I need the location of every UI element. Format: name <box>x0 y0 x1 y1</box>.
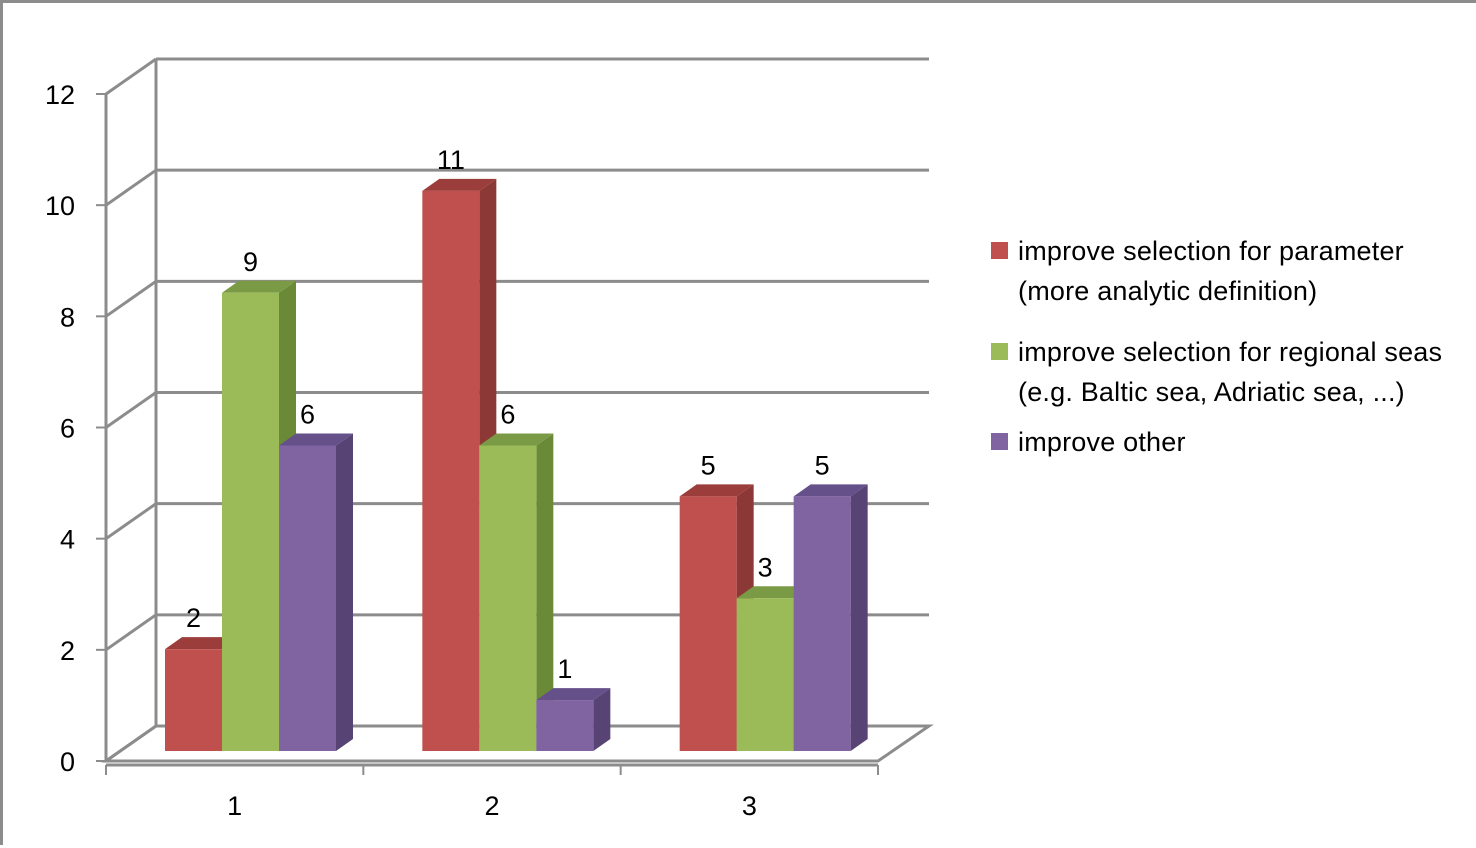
gridline-diagonal <box>105 57 157 96</box>
bar <box>736 598 794 751</box>
x-tick-label: 2 <box>484 791 499 821</box>
legend-label-other: improve other <box>1018 427 1186 457</box>
gridline-diagonal <box>105 168 157 207</box>
y-tick-label: 4 <box>60 525 75 555</box>
y-tick-label: 2 <box>60 636 75 666</box>
data-label: 5 <box>815 450 830 480</box>
data-label: 9 <box>243 247 258 277</box>
bar-top <box>279 433 353 446</box>
gridline-diagonal <box>105 280 157 318</box>
data-label: 1 <box>557 654 572 684</box>
legend-swatch-regional-seas <box>991 343 1008 360</box>
data-label: 11 <box>437 145 465 175</box>
bar <box>165 649 222 751</box>
data-label: 2 <box>186 603 201 633</box>
bar <box>279 445 336 751</box>
data-label: 6 <box>300 400 315 430</box>
bar <box>679 496 737 751</box>
gridline-diagonal <box>105 502 157 540</box>
x-tick-label: 3 <box>742 791 757 821</box>
gridline-diagonal <box>105 613 157 652</box>
legend-item-regional-seas: improve selection for regional seas (e.g… <box>991 332 1471 412</box>
y-tick-label: 12 <box>45 80 75 110</box>
legend-label-regional-seas: improve selection for regional seas (e.g… <box>1018 337 1443 407</box>
bar <box>422 190 480 751</box>
bar-top <box>222 280 296 293</box>
bar-top <box>736 586 811 599</box>
bar <box>536 700 594 751</box>
bar <box>222 292 279 751</box>
y-tick-label: 0 <box>60 747 75 777</box>
bar-side <box>850 484 868 751</box>
data-label: 3 <box>758 552 773 582</box>
bar-side <box>536 433 554 751</box>
gridline-diagonal <box>105 391 157 429</box>
legend-label-parameter: improve selection for parameter (more an… <box>1018 236 1404 306</box>
legend-swatch-parameter <box>991 242 1008 259</box>
bar-side <box>593 688 611 751</box>
y-tick-label: 8 <box>60 302 75 332</box>
bar-top <box>679 484 754 497</box>
bar-top <box>479 433 554 446</box>
floor <box>101 724 934 763</box>
bar-top <box>793 484 868 497</box>
bar-top <box>165 637 239 650</box>
bar <box>793 496 851 751</box>
y-tick-label: 6 <box>60 414 75 444</box>
data-label: 5 <box>701 450 716 480</box>
legend-item-other: improve other <box>991 422 1471 462</box>
legend-swatch-other <box>991 433 1008 450</box>
legend: improve selection for parameter (more an… <box>991 231 1471 462</box>
x-tick-label: 1 <box>227 791 242 821</box>
bar-top <box>422 178 497 191</box>
legend-item-parameter: improve selection for parameter (more an… <box>991 231 1471 311</box>
bar-side <box>336 433 353 751</box>
bar-top <box>536 688 611 701</box>
y-tick-label: 10 <box>45 191 75 221</box>
data-label: 6 <box>500 400 515 430</box>
bar <box>479 445 537 751</box>
